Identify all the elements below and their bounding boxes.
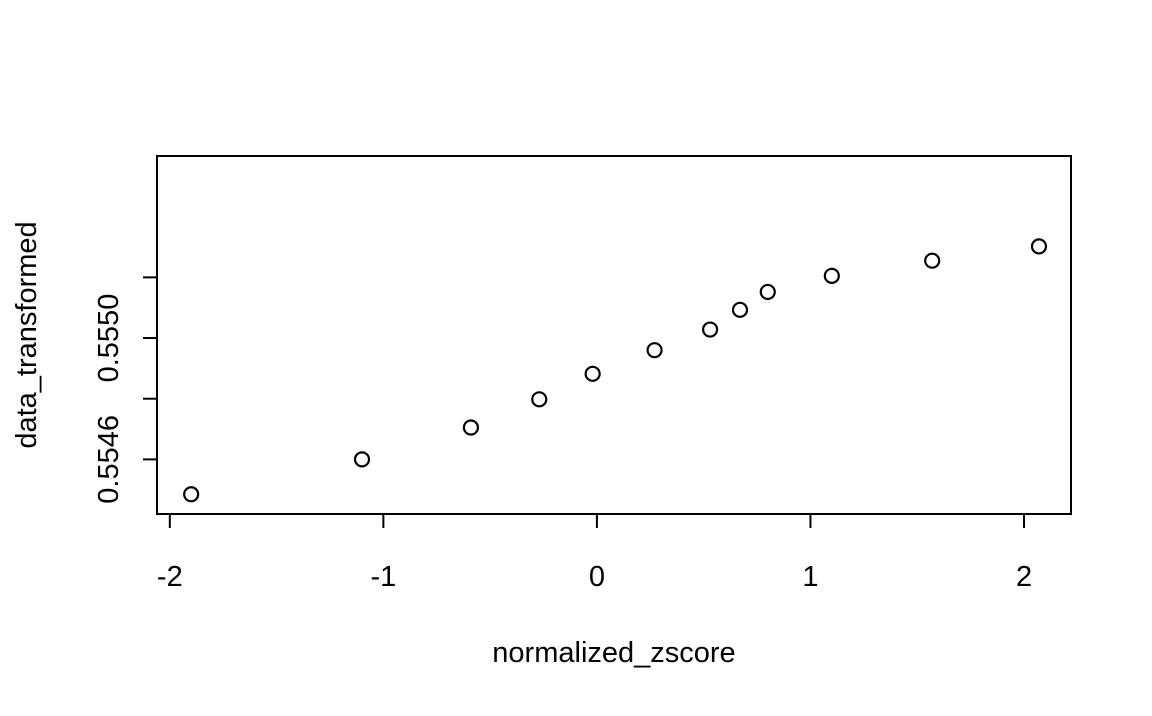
data-point: [1030, 238, 1048, 255]
y-axis-label: data_transformed: [11, 221, 43, 448]
data-point: [924, 252, 941, 269]
data-point: [531, 391, 548, 408]
data-point: [462, 419, 480, 436]
x-tick-label: 0: [589, 561, 605, 593]
plot-frame: [156, 155, 1072, 515]
data-point: [584, 365, 601, 382]
y-tick-label: 0.5550: [93, 294, 125, 383]
data-point: [759, 283, 776, 301]
x-tick-label: -1: [370, 561, 396, 593]
x-tick-label: -2: [157, 561, 183, 593]
y-tick-label: 0.5546: [93, 415, 125, 504]
data-point: [183, 486, 200, 503]
x-tick-label: 2: [1016, 561, 1032, 593]
x-axis-label: normalized_zscore: [492, 637, 735, 669]
data-point: [646, 342, 663, 359]
x-axis: -2 -1 0 1 2: [157, 513, 1032, 593]
data-point: [353, 451, 371, 468]
data-point: [701, 321, 719, 338]
data-point: [731, 301, 749, 318]
data-point: [823, 267, 840, 284]
y-axis: 0.5546 0.5550: [93, 276, 158, 504]
x-tick-label: 1: [802, 561, 818, 593]
data-points: [183, 238, 1048, 503]
